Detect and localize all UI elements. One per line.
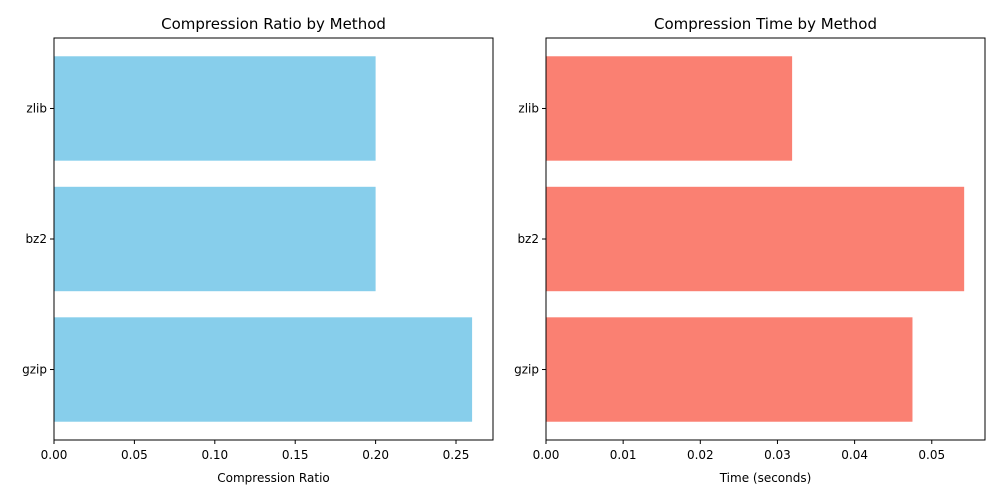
compression-ratio-chart: gzip bz2 zlib 0.00 0.05 0.10 0.15 0.20 0.25 Compr… (22, 15, 494, 485)
x-axis-label: Compression Ratio (217, 471, 330, 485)
x-tick-label: 0.02 (687, 448, 714, 462)
plot-frame (53, 37, 494, 441)
x-tick-label: 0.01 (610, 448, 637, 462)
x-tick-label: 0.05 (918, 448, 945, 462)
bar-bz2 (546, 186, 965, 292)
y-tick-label: zlib (518, 101, 539, 115)
y-tick-label: zlib (26, 101, 47, 115)
y-tick-label: bz2 (25, 232, 47, 246)
x-tick-label: 0.25 (443, 448, 470, 462)
y-tick-label: gzip (22, 363, 47, 377)
bar-zlib (546, 56, 793, 161)
x-tick-label: 0.20 (362, 448, 389, 462)
plot-frame (545, 37, 986, 441)
x-tick-label: 0.03 (764, 448, 791, 462)
x-tick-label: 0.15 (282, 448, 309, 462)
x-tick-label: 0.05 (121, 448, 148, 462)
chart-title: Compression Ratio by Method (161, 15, 386, 33)
x-tick-label: 0.00 (533, 448, 560, 462)
bar-gzip (54, 317, 473, 422)
x-axis-label: Time (seconds) (719, 471, 812, 485)
bar-gzip (546, 317, 913, 422)
y-tick-label: gzip (514, 363, 539, 377)
x-tick-label: 0.04 (841, 448, 868, 462)
bar-zlib (54, 56, 376, 161)
chart-title: Compression Time by Method (654, 15, 877, 33)
y-tick-label: bz2 (517, 232, 539, 246)
x-tick-label: 0.00 (41, 448, 68, 462)
bar-bz2 (54, 186, 376, 292)
x-tick-label: 0.10 (201, 448, 228, 462)
compression-time-chart: gzip bz2 zlib 0.00 0.01 0.02 0.03 0.04 0.05 Compr… (514, 15, 986, 485)
